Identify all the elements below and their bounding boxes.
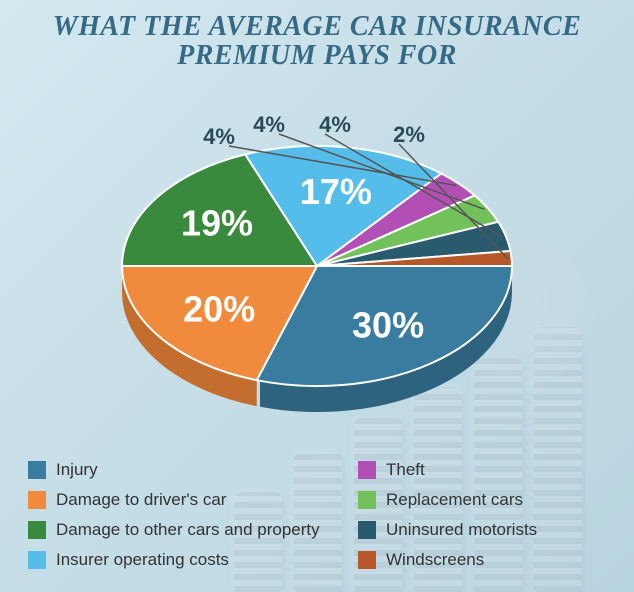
- legend-swatch-damage_other: [28, 521, 46, 539]
- title-line-2: PREMIUM PAYS FOR: [0, 41, 634, 70]
- pct-label-damage_other: 19%: [181, 203, 253, 244]
- legend-swatch-operating: [28, 551, 46, 569]
- legend-item-damage_other: Damage to other cars and property: [28, 520, 348, 540]
- pct-label-theft: 4%: [203, 124, 235, 149]
- legend-label-injury: Injury: [56, 460, 98, 480]
- pct-label-replacement: 4%: [253, 112, 285, 137]
- legend-label-damage_own: Damage to driver's car: [56, 490, 226, 510]
- legend-swatch-uninsured: [358, 521, 376, 539]
- legend-item-operating: Insurer operating costs: [28, 550, 348, 570]
- legend-swatch-replacement: [358, 491, 376, 509]
- legend-item-damage_own: Damage to driver's car: [28, 490, 348, 510]
- legend-item-uninsured: Uninsured motorists: [358, 520, 598, 540]
- legend: Injury Theft Damage to driver's car Replace…: [28, 460, 608, 570]
- title-line-1: WHAT THE AVERAGE CAR INSURANCE: [0, 12, 634, 41]
- legend-label-operating: Insurer operating costs: [56, 550, 229, 570]
- pct-label-windscreens: 2%: [393, 122, 425, 147]
- legend-swatch-theft: [358, 461, 376, 479]
- pct-label-uninsured: 4%: [319, 112, 351, 137]
- legend-swatch-damage_own: [28, 491, 46, 509]
- legend-label-replacement: Replacement cars: [386, 490, 523, 510]
- chart-title: WHAT THE AVERAGE CAR INSURANCE PREMIUM P…: [0, 12, 634, 71]
- legend-item-windscreens: Windscreens: [358, 550, 598, 570]
- legend-item-replacement: Replacement cars: [358, 490, 598, 510]
- pct-label-damage_own: 20%: [183, 288, 255, 329]
- legend-label-theft: Theft: [386, 460, 425, 480]
- legend-item-injury: Injury: [28, 460, 348, 480]
- legend-label-damage_other: Damage to other cars and property: [56, 520, 320, 540]
- legend-swatch-windscreens: [358, 551, 376, 569]
- pct-label-operating: 17%: [300, 171, 372, 212]
- legend-label-windscreens: Windscreens: [386, 550, 484, 570]
- legend-swatch-injury: [28, 461, 46, 479]
- pie-chart: 30% 20% 19% 17% 4% 4% 4% 2%: [97, 108, 537, 428]
- pct-label-injury: 30%: [352, 305, 424, 346]
- legend-label-uninsured: Uninsured motorists: [386, 520, 537, 540]
- legend-item-theft: Theft: [358, 460, 598, 480]
